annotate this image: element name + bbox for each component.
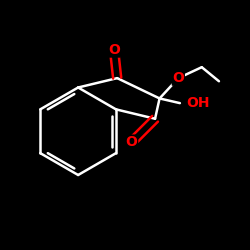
Text: OH: OH xyxy=(186,96,210,110)
Text: O: O xyxy=(108,43,120,57)
Text: O: O xyxy=(126,135,138,149)
Text: O: O xyxy=(172,71,184,85)
